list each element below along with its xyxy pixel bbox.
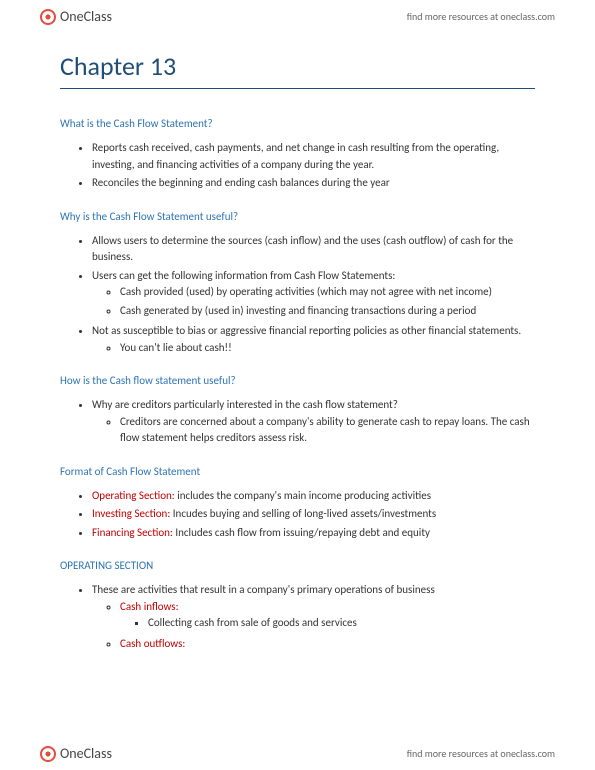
list-item-text: Users can get the following information … (92, 269, 395, 282)
list-item: Collecting cash from sale of goods and s… (148, 615, 535, 632)
header-tagline: find more resources at oneclass.com (407, 10, 555, 23)
list-item-label: Investing Section: (92, 507, 170, 520)
list-item-text: Reconciles the beginning and ending cash… (92, 176, 390, 189)
bullet-list: Reports cash received, cash payments, an… (60, 140, 535, 192)
list-item-text: Cash inflows: (120, 600, 179, 613)
list-item: These are activities that result in a co… (92, 582, 535, 652)
chapter-title: Chapter 13 (60, 50, 535, 89)
list-item-text: These are activities that result in a co… (92, 583, 435, 596)
list-item: Creditors are concerned about a company'… (120, 414, 535, 447)
list-item-text: Includes cash flow from issuing/repaying… (173, 526, 430, 539)
logo-icon (40, 746, 56, 762)
bullet-list: You can't lie about cash!! (92, 340, 535, 357)
section-heading: Why is the Cash Flow Statement useful? (60, 210, 535, 223)
list-item: Cash outflows: (120, 636, 535, 653)
bullet-list: Why are creditors particularly intereste… (60, 397, 535, 447)
document-body: Chapter 13 What is the Cash Flow Stateme… (0, 0, 595, 706)
bullet-list: These are activities that result in a co… (60, 582, 535, 652)
bullet-list: Cash inflows: Collecting cash from sale o… (92, 599, 535, 653)
page-header: OneClass find more resources at oneclass… (0, 0, 595, 33)
bullet-list: Creditors are concerned about a company'… (92, 414, 535, 447)
bullet-list: Cash provided (used) by operating activi… (92, 284, 535, 319)
list-item-text: Cash provided (used) by operating activi… (120, 285, 492, 298)
logo: OneClass (40, 8, 112, 25)
list-item: Cash provided (used) by operating activi… (120, 284, 535, 301)
list-item: Not as susceptible to bias or aggressive… (92, 323, 535, 356)
section-heading: Format of Cash Flow Statement (60, 465, 535, 478)
list-item-text: Reports cash received, cash payments, an… (92, 141, 499, 171)
logo: OneClass (40, 745, 112, 762)
logo-icon (40, 9, 56, 25)
list-item: Users can get the following information … (92, 268, 535, 320)
footer-tagline: find more resources at oneclass.com (407, 747, 555, 760)
list-item: Cash generated by (used in) investing an… (120, 303, 535, 320)
bullet-list: Collecting cash from sale of goods and s… (120, 615, 535, 632)
operating-section-heading: OPERATING SECTION (60, 559, 535, 572)
list-item-label: Financing Section: (92, 526, 173, 539)
list-item: You can't lie about cash!! (120, 340, 535, 357)
section-heading: How is the Cash flow statement useful? (60, 374, 535, 387)
list-item: Operating Section: includes the company'… (92, 488, 535, 505)
logo-text: OneClass (60, 745, 112, 762)
list-item-text: Collecting cash from sale of goods and s… (148, 616, 357, 629)
list-item: Allows users to determine the sources (c… (92, 233, 535, 266)
section-heading: What is the Cash Flow Statement? (60, 117, 535, 130)
bullet-list: Operating Section: includes the company'… (60, 488, 535, 542)
list-item-text: Not as susceptible to bias or aggressive… (92, 324, 521, 337)
list-item: Investing Section: Incudes buying and se… (92, 506, 535, 523)
list-item-text: Cash outflows: (120, 637, 185, 650)
logo-text: OneClass (60, 8, 112, 25)
list-item: Reports cash received, cash payments, an… (92, 140, 535, 173)
list-item: Cash inflows: Collecting cash from sale o… (120, 599, 535, 632)
list-item-text: Cash generated by (used in) investing an… (120, 304, 476, 317)
list-item: Reconciles the beginning and ending cash… (92, 175, 535, 192)
list-item-text: includes the company's main income produ… (175, 489, 431, 502)
list-item: Why are creditors particularly intereste… (92, 397, 535, 447)
list-item-text: Why are creditors particularly intereste… (92, 398, 398, 411)
list-item-text: Incudes buying and selling of long-lived… (170, 507, 436, 520)
list-item-label: Operating Section: (92, 489, 175, 502)
list-item-text: Creditors are concerned about a company'… (120, 415, 530, 445)
page-footer: OneClass find more resources at oneclass… (0, 737, 595, 770)
bullet-list: Allows users to determine the sources (c… (60, 233, 535, 357)
list-item-text: You can't lie about cash!! (120, 341, 232, 354)
list-item-text: Allows users to determine the sources (c… (92, 234, 513, 264)
list-item: Financing Section: Includes cash flow fr… (92, 525, 535, 542)
